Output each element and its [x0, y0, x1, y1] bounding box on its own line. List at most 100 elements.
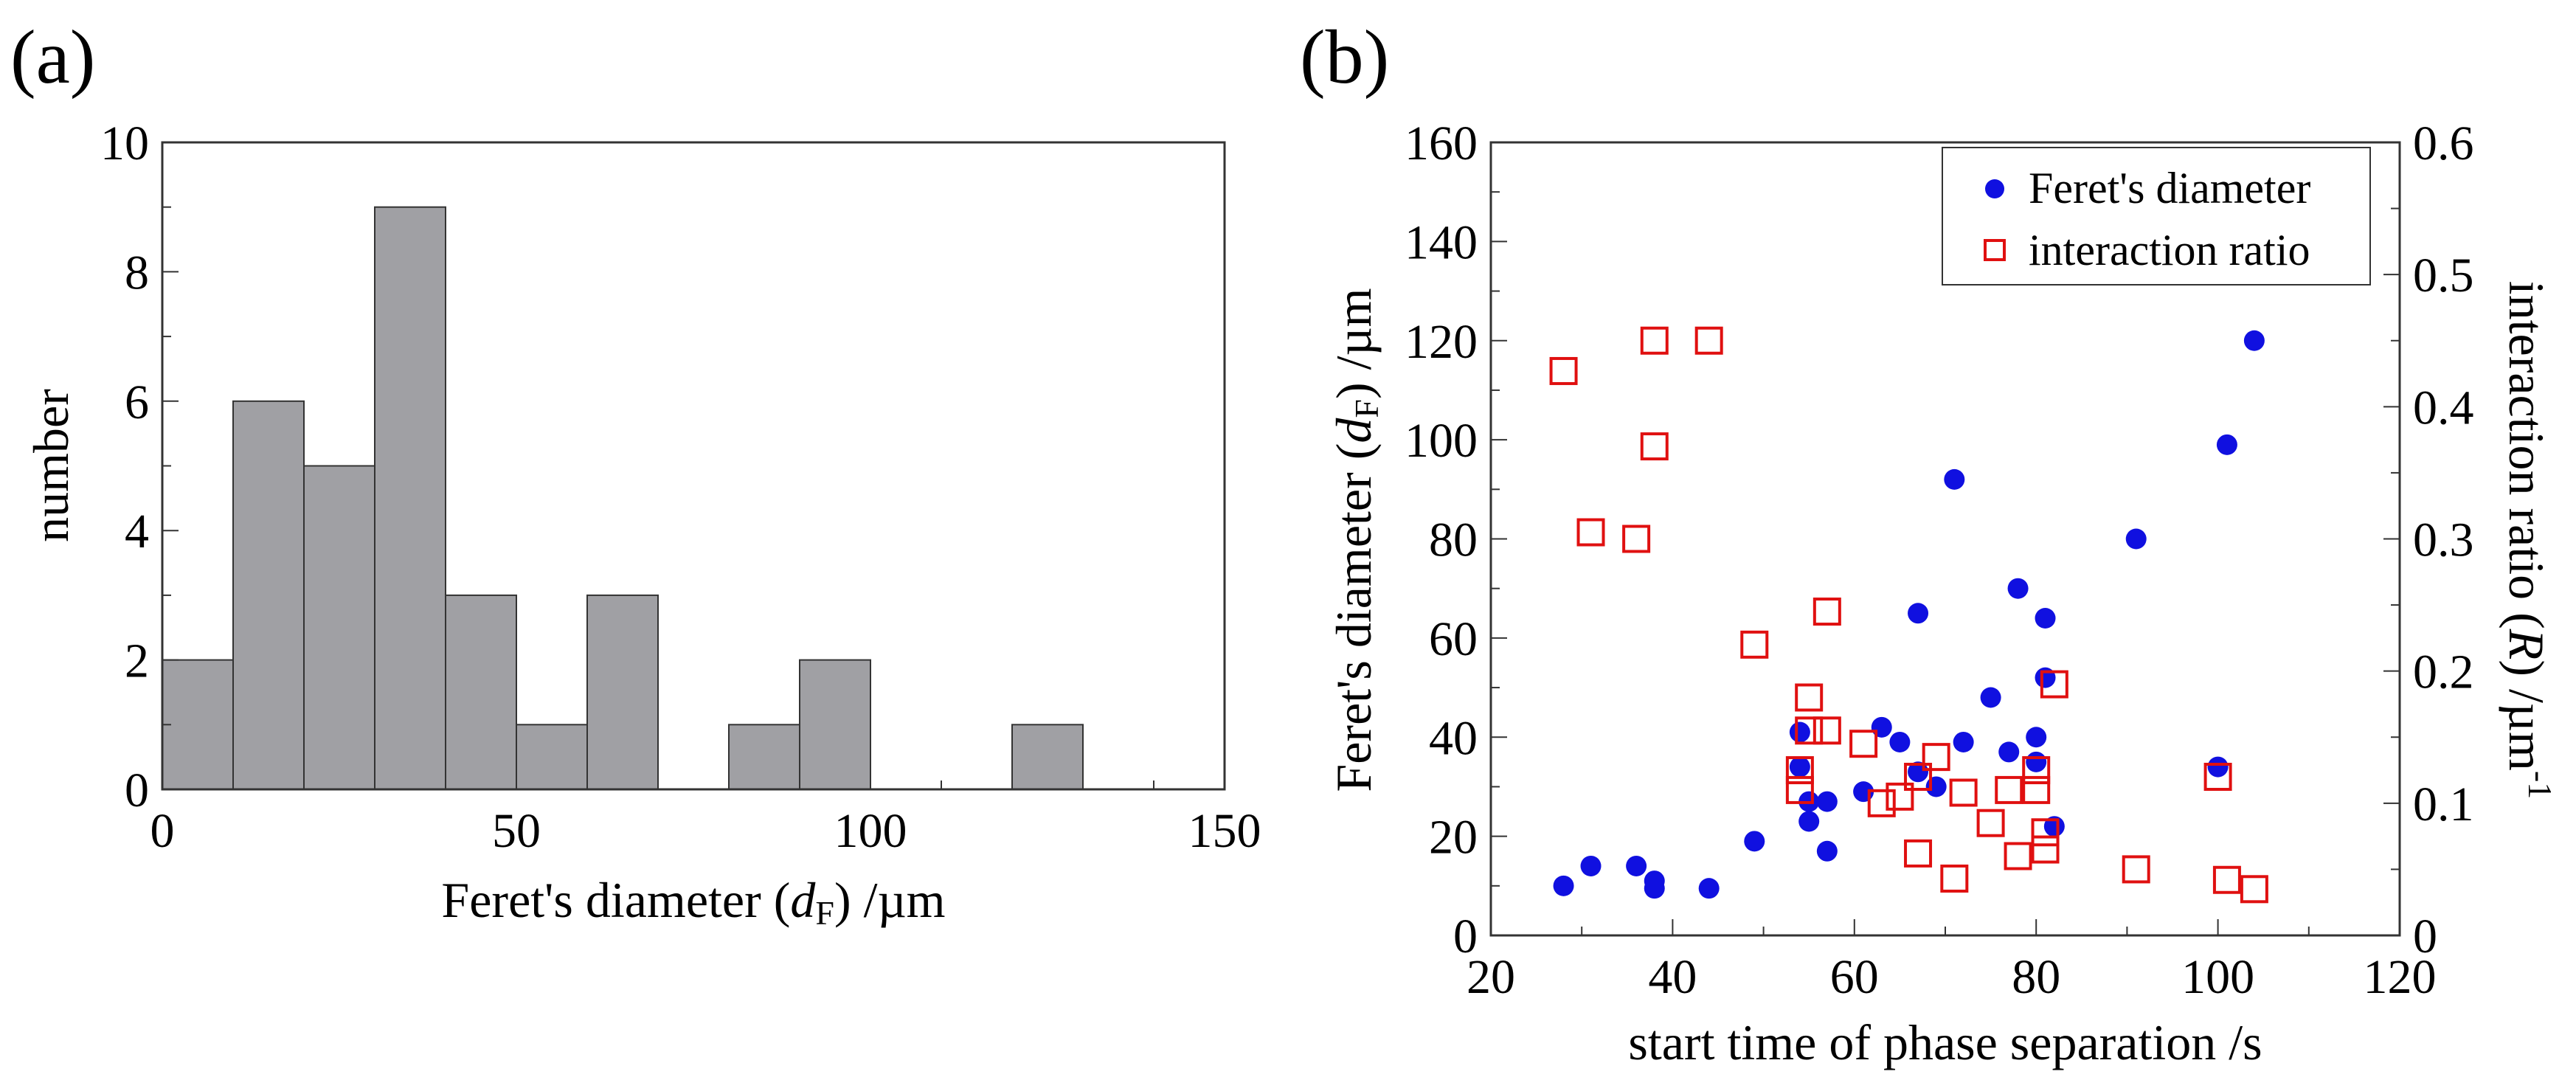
scatter-y-axis-label: Feret's diameter (dF) /µm: [1326, 288, 1385, 792]
histogram-bars: [162, 206, 1225, 791]
interaction-ratio-point: [1549, 356, 1578, 385]
scatter-y2-tick-label: 0.3: [2413, 513, 2474, 567]
interaction-ratio-point: [1976, 809, 2005, 837]
histogram-bar: [162, 659, 234, 790]
interaction-ratio-point: [1795, 716, 1824, 745]
interaction-ratio-point: [1904, 763, 1933, 791]
histogram-bar: [586, 594, 659, 791]
feret-diameter-point: [2243, 330, 2265, 351]
interaction-ratio-point: [1995, 775, 2023, 804]
feret-diameter-point: [1889, 731, 1911, 752]
interaction-ratio-point: [2040, 670, 2068, 699]
interaction-ratio-point: [1795, 683, 1824, 712]
interaction-ratio-point: [1940, 864, 1969, 893]
histogram-y-tick-label: 2: [125, 634, 149, 688]
scatter-y2-tick-label: 0: [2413, 910, 2437, 963]
scatter-y-tick-label: 120: [1405, 315, 1478, 369]
feret-diameter-point: [1644, 878, 1665, 899]
feret-diameter-point: [1698, 878, 1720, 899]
interaction-ratio-point: [1886, 782, 1914, 811]
histogram-x-tick-label: 0: [150, 804, 175, 858]
interaction-ratio-point: [1740, 630, 1769, 659]
scatter-plot-frame: [1489, 141, 2401, 937]
legend-label-interaction: interaction ratio: [2029, 226, 2310, 274]
histogram-bar: [374, 206, 446, 790]
histogram-bar: [728, 724, 800, 790]
feret-diameter-point: [1908, 603, 1929, 624]
scatter-x-tick-label: 60: [1830, 950, 1879, 1004]
histogram-bar: [445, 594, 517, 791]
scatter-y-tick-label: 80: [1429, 513, 1478, 567]
interaction-ratio-point: [1640, 326, 1669, 355]
scatter-x-tick-label: 40: [1648, 950, 1697, 1004]
interaction-ratio-point: [1640, 432, 1669, 461]
scatter-y2-axis-label: interaction ratio (R) /µm-1: [2499, 281, 2559, 800]
interaction-ratio-point: [2004, 842, 2032, 870]
histogram-bar: [232, 400, 305, 790]
interaction-ratio-point: [2212, 865, 2241, 894]
legend-box: [1942, 147, 2371, 285]
histogram-bar: [799, 659, 871, 790]
scatter-panel: (b) 02040608010012014016000.10.20.30.40.…: [1300, 15, 2559, 1070]
interaction-ratio-point: [1949, 778, 1978, 807]
feret-diameter-point: [1980, 687, 2001, 708]
interaction-ratio-point: [2122, 855, 2150, 884]
scatter-y-tick-label: 140: [1405, 215, 1478, 269]
feret-diameter-point: [1553, 875, 1574, 896]
feret-diameter-point: [1816, 791, 1838, 812]
feret-diameter-point: [2207, 756, 2229, 778]
histogram-plot-frame: [161, 141, 1226, 791]
interaction-ratio-point: [2031, 835, 2060, 864]
scatter-y2-tick-label: 0.2: [2413, 645, 2474, 699]
feret-diameter-point: [2216, 434, 2237, 455]
scatter-x-tick-label: 100: [2181, 950, 2254, 1004]
feret-diameter-point: [1580, 855, 1602, 876]
histogram-y-axis-label: number: [23, 389, 79, 542]
feret-diameter-point: [2026, 727, 2047, 748]
histogram-bar: [1011, 724, 1084, 790]
feret-diameter-point: [2007, 578, 2029, 599]
interaction-ratio-point: [1812, 716, 1841, 745]
feret-diameter-point: [1944, 468, 1965, 490]
legend: Feret's diameter interaction ratio: [1942, 147, 2371, 285]
interaction-ratio-point: [2031, 818, 2060, 847]
feret-diameter-point: [1744, 831, 1765, 852]
scatter-y-tick-label: 100: [1405, 414, 1478, 468]
histogram-y-tick-label: 0: [125, 764, 149, 817]
scatter-y-tick-label: 160: [1405, 117, 1478, 170]
feret-diameter-point: [2035, 608, 2056, 629]
interaction-ratio-point: [1694, 326, 1723, 355]
interaction-ratio-point: [1904, 839, 1933, 868]
histogram-x-tick-label: 150: [1188, 804, 1261, 858]
feret-diameter-point: [1789, 756, 1810, 778]
interaction-ratio-point: [1576, 518, 1605, 547]
scatter-x-tick-label: 120: [2364, 950, 2437, 1004]
scatter-x-axis-label: start time of phase separation /s: [1628, 1014, 2262, 1070]
interaction-ratio-point: [1867, 789, 1896, 817]
interaction-ratio-point: [1622, 525, 1651, 553]
histogram-x-tick-label: 50: [492, 804, 541, 858]
interaction-ratio-point: [1922, 743, 1950, 772]
feret-diameter-point: [1871, 716, 1892, 738]
interaction-ratio-point: [2022, 756, 2051, 785]
scatter-x-tick-label: 20: [1467, 950, 1515, 1004]
feret-diameter-point: [1998, 741, 2020, 763]
scatter-y2-tick-label: 0.6: [2413, 117, 2474, 170]
feret-diameter-point: [1953, 731, 1974, 752]
legend-marker-feret: [1985, 179, 2004, 198]
scatter-y2-tick-label: 0.4: [2413, 381, 2474, 435]
panel-b-label: (b): [1300, 15, 1389, 100]
scatter-x-tick-label: 80: [2012, 950, 2060, 1004]
feret-diameter-point: [2125, 528, 2147, 550]
feret-diameter-point: [2026, 751, 2047, 772]
histogram-x-axis-label: Feret's diameter (dF) /µm: [441, 872, 945, 932]
scatter-y2-tick-label: 0.1: [2413, 778, 2474, 831]
panel-a-label: (a): [10, 15, 95, 100]
feret-diameter-point: [1626, 855, 1647, 876]
histogram-x-tick-label: 100: [834, 804, 907, 858]
interaction-ratio-point: [1785, 775, 1814, 804]
histogram-bar: [516, 724, 588, 790]
scatter-y-tick-label: 40: [1429, 711, 1478, 765]
